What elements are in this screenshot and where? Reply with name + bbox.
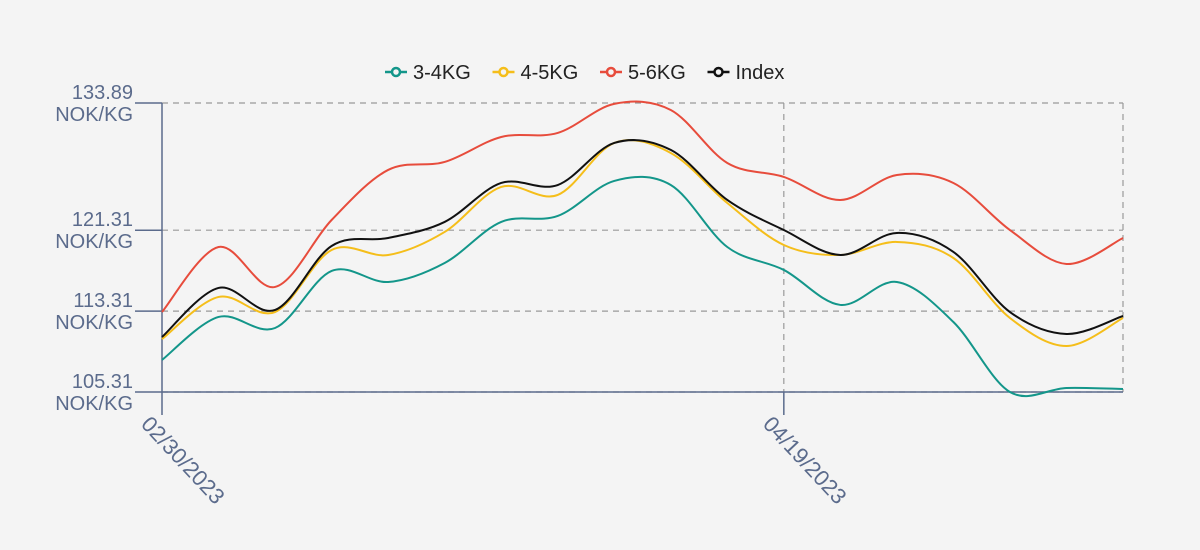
legend-marker	[390, 66, 402, 78]
series-line	[161, 139, 1124, 338]
y-tick-label: 121.31 NOK/KG	[55, 209, 133, 254]
series-line	[161, 175, 1124, 397]
x-tick-label: 04/19/2023	[758, 411, 851, 509]
series-line	[161, 139, 1124, 347]
legend-item: 4-5KG	[492, 62, 579, 84]
legend-label: 5-6KG	[628, 62, 686, 84]
y-tick-label: 133.89 NOK/KG	[55, 82, 133, 126]
legend: 3-4KG 4-5KG 5-6KG Index	[385, 62, 784, 84]
series-line	[161, 100, 1124, 313]
legend-label: Index	[736, 62, 785, 84]
legend-label: 4-5KG	[521, 62, 579, 84]
y-tick-label: 113.31 NOK/KG	[55, 290, 133, 335]
legend-item: 5-6KG	[600, 62, 686, 84]
legend-marker	[605, 66, 617, 78]
legend-item: Index	[707, 62, 785, 84]
legend-marker	[713, 66, 724, 78]
y-tick-label: 105.31 NOK/KG	[55, 371, 133, 415]
legend-marker	[498, 66, 509, 78]
legend-label: 3-4KG	[413, 62, 471, 84]
legend-item: 3-4KG	[385, 62, 471, 84]
x-tick-label: 02/30/2023	[136, 411, 229, 509]
